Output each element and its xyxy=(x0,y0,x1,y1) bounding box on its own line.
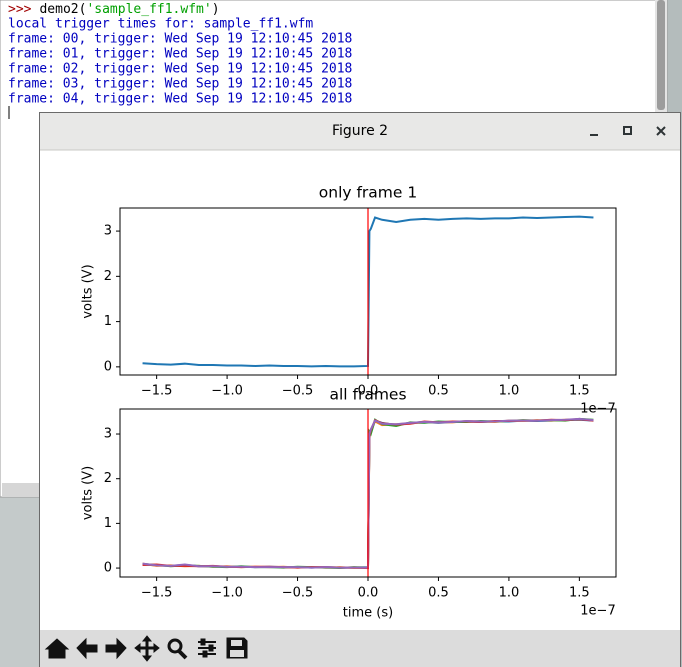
forward-button[interactable] xyxy=(105,637,127,660)
x-tick-label: 0.0 xyxy=(358,384,379,399)
chart-title: all frames xyxy=(329,386,406,404)
x-tick-label: −1.0 xyxy=(211,586,243,601)
y-tick-label: 0 xyxy=(104,359,112,374)
zoom-button[interactable] xyxy=(167,638,188,660)
console-line: frame: 02, trigger: Wed Sep 19 12:10:45 … xyxy=(8,62,352,77)
prompt: >>> xyxy=(8,2,32,17)
y-tick-label: 1 xyxy=(104,516,112,531)
x-tick-label: −1.5 xyxy=(141,384,173,399)
figure-window xyxy=(40,113,680,667)
figure-canvas: only frame 1 −1.5 −1.0 −0.5 0.0 0.5 1.0 1.5 0 1 2 3… xyxy=(81,184,617,621)
command-close: ) xyxy=(212,2,220,17)
y-tick-label: 2 xyxy=(104,471,112,486)
configure-button[interactable] xyxy=(198,638,216,658)
x-tick-label: 0.0 xyxy=(358,586,379,601)
x-tick-label: −1.5 xyxy=(141,586,173,601)
home-button[interactable] xyxy=(44,638,70,659)
y-tick-label: 0 xyxy=(104,561,112,576)
x-tick-label: −0.5 xyxy=(282,586,314,601)
window-title: Figure 2 xyxy=(332,123,388,139)
x-tick-label: −0.5 xyxy=(282,384,314,399)
toolbar-icons xyxy=(44,635,248,662)
x-tick-label: 1.5 xyxy=(569,586,590,601)
y-tick-label: 1 xyxy=(104,314,112,329)
close-button[interactable] xyxy=(656,126,666,136)
y-tick-label: 3 xyxy=(104,224,112,239)
console-input: >>> demo2('sample_ff1.wfm') xyxy=(8,2,220,17)
x-tick-label: −1.0 xyxy=(211,384,243,399)
pan-button[interactable] xyxy=(134,635,160,662)
y-tick-label: 3 xyxy=(104,427,112,442)
chart-title: only frame 1 xyxy=(319,184,417,202)
console-line: local trigger times for: sample_ff1.wfm xyxy=(8,17,313,32)
x-offset-label: 1e−7 xyxy=(580,604,615,619)
trace xyxy=(142,417,594,569)
save-button[interactable] xyxy=(226,637,248,659)
trace xyxy=(142,215,594,368)
desktop xyxy=(0,483,40,667)
console-line: frame: 03, trigger: Wed Sep 19 12:10:45 … xyxy=(8,77,352,92)
back-button[interactable] xyxy=(76,637,98,660)
x-tick-label: 1.0 xyxy=(499,384,520,399)
maximize-button[interactable] xyxy=(623,126,632,135)
x-tick-label: 0.5 xyxy=(428,586,449,601)
argument: 'sample_ff1.wfm' xyxy=(86,2,211,17)
x-tick-label: 1.5 xyxy=(569,384,590,399)
x-tick-label: 0.5 xyxy=(428,384,449,399)
x-tick-label: 1.0 xyxy=(499,586,520,601)
console-output: local trigger times for: sample_ff1.wfmf… xyxy=(8,17,352,107)
title-bar xyxy=(40,113,680,150)
console-line: frame: 01, trigger: Wed Sep 19 12:10:45 … xyxy=(8,47,352,62)
console-scroll-thumb[interactable] xyxy=(657,0,665,110)
command: demo2( xyxy=(39,2,86,17)
y-tick-label: 2 xyxy=(104,269,112,284)
x-axis-label: time (s) xyxy=(343,606,393,621)
y-axis-label: volts (V) xyxy=(81,466,96,520)
console-line: frame: 00, trigger: Wed Sep 19 12:10:45 … xyxy=(8,32,352,47)
console-line: frame: 04, trigger: Wed Sep 19 12:10:45 … xyxy=(8,92,352,107)
y-axis-label: volts (V) xyxy=(81,264,96,318)
